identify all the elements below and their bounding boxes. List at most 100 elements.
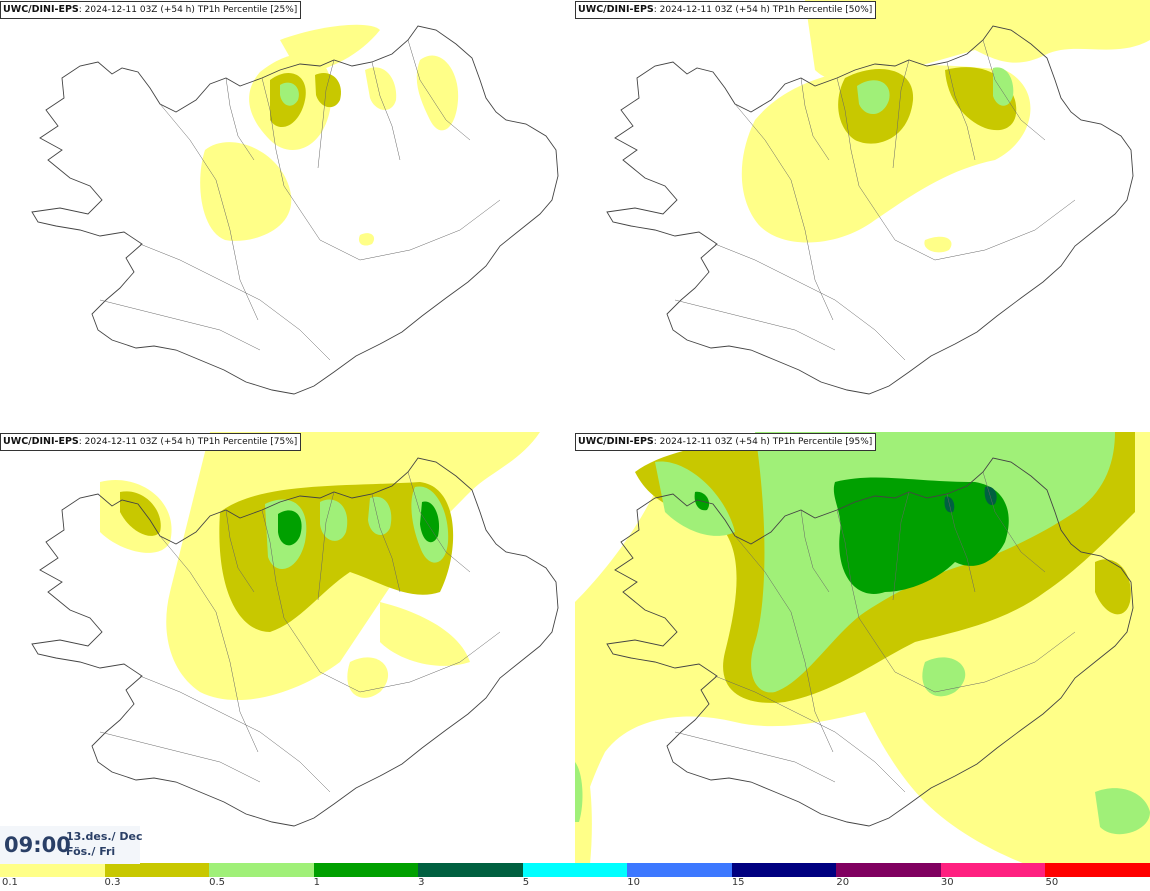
precip-area (924, 236, 952, 253)
road-line (99, 299, 261, 351)
precip-map (31, 432, 559, 827)
legend-label: 15 (731, 877, 745, 888)
map-panel-p75: UWC/DINI-EPS: 2024-12-11 03Z (+54 h) TP1… (0, 432, 575, 864)
precip-area (741, 65, 1031, 243)
legend-swatch (627, 863, 732, 877)
road-line (836, 509, 876, 643)
road-line (946, 493, 976, 593)
legend-swatch (1045, 863, 1150, 877)
valid-time-clock: 09:00 (4, 833, 71, 857)
precip-area (984, 486, 997, 506)
precip-area (575, 762, 583, 822)
legend-swatch (313, 863, 419, 877)
map-panel-p95: UWC/DINI-EPS: 2024-12-11 03Z (+54 h) TP1… (575, 432, 1150, 864)
road-line (982, 39, 1046, 141)
road-line (714, 243, 906, 361)
road-line (317, 59, 335, 169)
legend-label: 50 (1045, 877, 1059, 888)
valid-time-box: 09:00 13.des./ Dec Fös./ Fri (0, 826, 143, 864)
road-line (874, 199, 1076, 261)
legend-label: 30 (940, 877, 954, 888)
road-line (800, 77, 830, 161)
legend-swatch (209, 863, 314, 877)
road-line (714, 675, 906, 793)
road-line (407, 471, 471, 573)
road-line (800, 509, 830, 593)
road-line (225, 509, 255, 593)
panel-title: UWC/DINI-EPS: 2024-12-11 03Z (+54 h) TP1… (575, 1, 877, 19)
legend-swatch (731, 863, 837, 877)
precip-area (1095, 559, 1131, 615)
precip-area (320, 499, 348, 541)
road-line (836, 77, 876, 211)
precip-map (575, 432, 1150, 864)
legend-swatch (836, 863, 941, 877)
legend-label: 1 (313, 877, 320, 888)
road-line (299, 631, 501, 693)
legend-label: 0.5 (209, 877, 225, 888)
road-line (99, 731, 261, 783)
precip-area (993, 67, 1014, 106)
legend-swatch (522, 863, 628, 877)
precip-area (805, 0, 1150, 82)
legend-label: 10 (627, 877, 640, 888)
legend-label: 3 (418, 877, 425, 888)
road-line (159, 535, 259, 753)
road-line (225, 77, 255, 161)
precip-area (575, 732, 592, 864)
road-line (982, 471, 1046, 573)
color-legend (0, 863, 1150, 877)
road-line (371, 61, 401, 161)
iceland-coastline (31, 25, 559, 395)
precip-area (416, 55, 459, 131)
road-line (139, 675, 331, 793)
road-line (139, 243, 331, 361)
legend-label: 0.3 (104, 877, 121, 888)
panel-title: UWC/DINI-EPS: 2024-12-11 03Z (+54 h) TP1… (0, 433, 302, 451)
road-line (734, 103, 834, 321)
road-line (674, 299, 836, 351)
precip-area (380, 602, 470, 666)
legend-swatch (940, 863, 1046, 877)
legend-swatch (0, 863, 105, 877)
road-line (674, 731, 836, 783)
road-line (299, 199, 501, 261)
valid-weekday: Fös./ Fri (66, 845, 116, 858)
road-line (892, 491, 910, 601)
legend-label: 0.1 (2, 877, 18, 888)
precip-area (368, 496, 392, 535)
legend-swatch (418, 863, 523, 877)
precip-area (922, 657, 966, 697)
road-line (734, 535, 834, 753)
road-line (261, 509, 301, 643)
precip-area (857, 80, 890, 115)
precip-area (420, 501, 440, 543)
iceland-coastline (606, 25, 1134, 395)
legend-swatch (104, 863, 210, 877)
precip-area (358, 233, 375, 246)
map-panel-p50: UWC/DINI-EPS: 2024-12-11 03Z (+54 h) TP1… (575, 0, 1150, 432)
legend-label: 20 (836, 877, 850, 888)
valid-date: 13.des./ Dec (66, 830, 143, 843)
road-line (371, 493, 401, 593)
map-panel-p25: UWC/DINI-EPS: 2024-12-11 03Z (+54 h) TP1… (0, 0, 575, 432)
road-line (946, 61, 976, 161)
iceland-coastline (31, 457, 559, 827)
precip-area (315, 72, 341, 108)
precip-area (347, 657, 389, 698)
iceland-coastline (606, 457, 1134, 827)
precip-area (278, 510, 302, 546)
precip-area (280, 24, 380, 75)
precip-area (833, 477, 1009, 594)
precip-area (1095, 788, 1150, 835)
road-line (261, 77, 301, 211)
precip-map (31, 24, 559, 395)
road-line (874, 631, 1076, 693)
precip-area (280, 82, 299, 106)
precip-map (606, 0, 1150, 395)
panel-title: UWC/DINI-EPS: 2024-12-11 03Z (+54 h) TP1… (575, 433, 877, 451)
panel-title: UWC/DINI-EPS: 2024-12-11 03Z (+54 h) TP1… (0, 1, 302, 19)
road-line (317, 491, 335, 601)
legend-labels: 0.1 0.3 0.5 1 3 5 10 15 20 30 50 (0, 877, 1150, 891)
precip-area (200, 142, 292, 241)
